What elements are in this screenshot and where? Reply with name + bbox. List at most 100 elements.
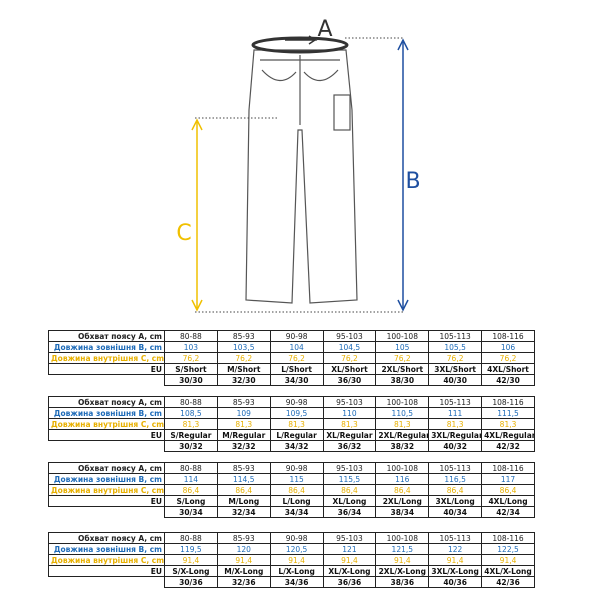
table-cell: 76,2 (269, 352, 324, 364)
table-cell: 2XL/X-Long (375, 565, 430, 577)
row-label: Довжина внутрішня C, cm (48, 418, 165, 430)
table-row: EU S/X-Long M/X-Long L/X-Long XL/X-Long 2XL/X… (48, 565, 535, 577)
table-cell: S/Long (164, 495, 218, 507)
table-cell: 42/36 (481, 576, 535, 588)
table-cell: 85-93 (216, 396, 271, 408)
table-cell: 100-108 (375, 330, 430, 342)
table-cell: 104,5 (322, 341, 377, 353)
row-label: Довжина внутрішня C, cm (48, 554, 165, 566)
table-cell: 80-88 (164, 330, 218, 342)
size-table: Обхват поясу A, cm 80-88 85-93 90-98 95-103 1… (48, 462, 535, 518)
table-cell: 100-108 (375, 462, 430, 474)
table-cell: 95-103 (322, 330, 377, 342)
row-label: EU (48, 429, 165, 441)
table-cell: 120 (216, 543, 271, 555)
row-label: EU (48, 565, 165, 577)
table-row: EU S/Regular M/Regular L/Regular XL/Regular 2… (48, 429, 535, 441)
row-label: Обхват поясу A, cm (48, 396, 165, 408)
table-cell: 34/30 (269, 374, 324, 386)
table-cell: 32/32 (216, 440, 271, 452)
table-cell: 81,3 (428, 418, 483, 430)
table-cell: 122 (428, 543, 483, 555)
table-cell: 76,2 (428, 352, 483, 364)
table-cell: 109 (216, 407, 271, 419)
table-cell: 119,5 (164, 543, 218, 555)
table-cell: 30/30 (164, 374, 218, 386)
table-cell: 116,5 (428, 473, 483, 485)
table-cell: 105-113 (428, 396, 483, 408)
table-cell: 86,4 (269, 484, 324, 496)
table-cell: 38/30 (375, 374, 430, 386)
table-cell: 90-98 (269, 330, 324, 342)
table-cell: 111,5 (481, 407, 535, 419)
table-cell: 42/34 (481, 506, 535, 518)
table-cell: S/Regular (164, 429, 218, 441)
table-row: EU S/Long M/Long L/Long XL/Long 2XL/Long 3XL/L… (48, 495, 535, 507)
table-cell: 81,3 (164, 418, 218, 430)
table-cell: 81,3 (216, 418, 271, 430)
table-cell: 108-116 (481, 396, 535, 408)
table-row: Обхват поясу A, cm 80-88 85-93 90-98 95-103 1… (48, 330, 535, 342)
table-row: Довжина зовнішня B, cm 114 114,5 115 115,5 11… (48, 473, 535, 485)
table-cell: M/Long (216, 495, 271, 507)
table-row: Обхват поясу A, cm 80-88 85-93 90-98 95-103 1… (48, 462, 535, 474)
size-table: Обхват поясу A, cm 80-88 85-93 90-98 95-103 1… (48, 532, 535, 588)
table-cell: 76,2 (164, 352, 218, 364)
table-cell: 38/36 (375, 576, 430, 588)
table-cell: 81,3 (269, 418, 324, 430)
table-cell: 91,4 (375, 554, 430, 566)
table-cell: 2XL/Short (375, 363, 430, 375)
table-row: Довжина внутрішня C, cm 91,4 91,4 91,4 91,4 9… (48, 554, 535, 566)
table-cell: L/Short (269, 363, 324, 375)
size-table: Обхват поясу A, cm 80-88 85-93 90-98 95-103 1… (48, 396, 535, 452)
table-row: Обхват поясу A, cm 80-88 85-93 90-98 95-103 1… (48, 396, 535, 408)
table-cell: 90-98 (269, 396, 324, 408)
label-a: A (317, 17, 332, 42)
table-row: EU S/Short M/Short L/Short XL/Short 2XL/Short… (48, 363, 535, 375)
table-cell: 85-93 (216, 330, 271, 342)
table-cell: 105 (375, 341, 430, 353)
table-cell: 81,3 (481, 418, 535, 430)
table-cell: 95-103 (322, 532, 377, 544)
table-cell: 80-88 (164, 462, 218, 474)
table-cell: 110 (322, 407, 377, 419)
table-cell: L/X-Long (269, 565, 324, 577)
table-cell: 32/34 (216, 506, 271, 518)
table-row: 30/32 32/32 34/32 36/32 38/32 40/32 42/32 (48, 440, 535, 452)
table-cell: 117 (481, 473, 535, 485)
table-cell: L/Regular (269, 429, 324, 441)
table-cell: 36/36 (322, 576, 377, 588)
table-cell: 4XL/X-Long (481, 565, 535, 577)
table-cell: 108,5 (164, 407, 218, 419)
table-cell: 4XL/Long (481, 495, 535, 507)
table-cell: 116 (375, 473, 430, 485)
row-label: Довжина зовнішня B, cm (48, 341, 165, 353)
table-cell: L/Long (269, 495, 324, 507)
table-cell: 109,5 (269, 407, 324, 419)
table-cell: M/Short (216, 363, 271, 375)
table-cell: 80-88 (164, 532, 218, 544)
table-cell: 91,4 (428, 554, 483, 566)
table-cell: 106 (481, 341, 535, 353)
table-cell: 4XL/Regular (481, 429, 535, 441)
table-cell: 108-116 (481, 462, 535, 474)
table-cell: 30/32 (164, 440, 218, 452)
table-cell: 40/34 (428, 506, 483, 518)
table-cell: 108-116 (481, 330, 535, 342)
table-cell: 85-93 (216, 532, 271, 544)
row-label: Довжина зовнішня B, cm (48, 407, 165, 419)
table-cell: 36/34 (322, 506, 377, 518)
table-cell: 3XL/Short (428, 363, 483, 375)
row-label: Обхват поясу A, cm (48, 462, 165, 474)
table-cell: 30/36 (164, 576, 218, 588)
row-label: Довжина зовнішня B, cm (48, 473, 165, 485)
table-cell: 110,5 (375, 407, 430, 419)
table-cell: 86,4 (322, 484, 377, 496)
table-row: Довжина зовнішня B, cm 103 103,5 104 104,5 10… (48, 341, 535, 353)
table-cell: 108-116 (481, 532, 535, 544)
table-cell: XL/Long (322, 495, 377, 507)
table-cell: 121 (322, 543, 377, 555)
table-cell: XL/Regular (322, 429, 377, 441)
table-cell: 86,4 (216, 484, 271, 496)
